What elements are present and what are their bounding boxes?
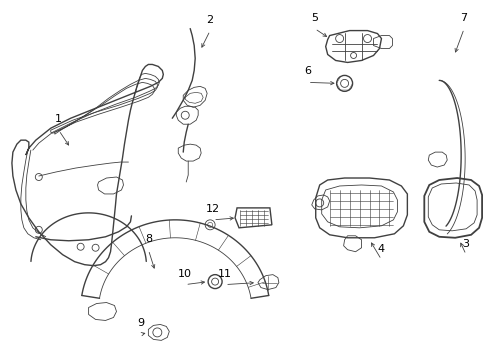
Text: 7: 7: [461, 13, 468, 23]
Text: 8: 8: [145, 234, 152, 244]
Text: 9: 9: [137, 319, 144, 328]
Text: 1: 1: [55, 114, 62, 124]
Text: 3: 3: [463, 239, 469, 249]
Text: 12: 12: [206, 204, 220, 214]
Text: 2: 2: [207, 15, 214, 24]
Text: 4: 4: [378, 244, 385, 254]
Text: 5: 5: [311, 13, 318, 23]
Text: 6: 6: [304, 66, 311, 76]
Text: 11: 11: [218, 269, 232, 279]
Text: 10: 10: [178, 269, 192, 279]
